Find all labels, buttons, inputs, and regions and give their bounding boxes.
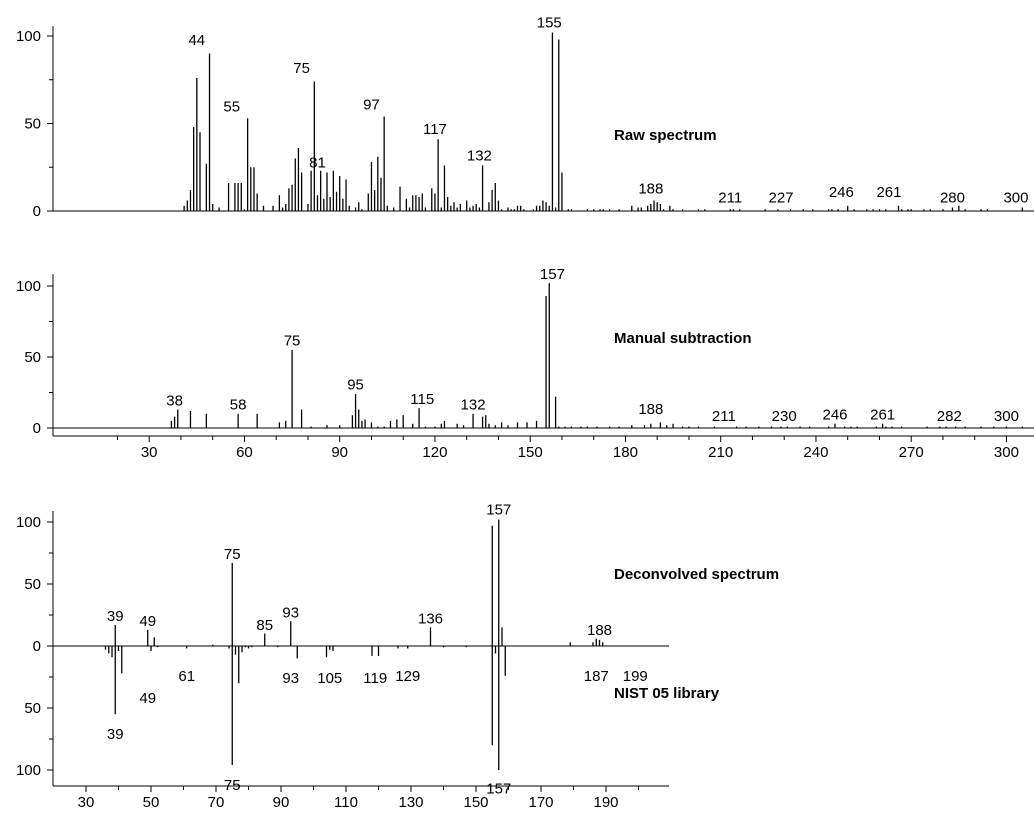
peak-label: 55 — [223, 98, 240, 115]
peak-label: 58 — [230, 397, 247, 414]
peak-label: 261 — [876, 184, 901, 201]
y-tick-label: 100 — [16, 278, 41, 295]
peak-label: 188 — [638, 401, 663, 418]
peak-label: 38 — [166, 392, 183, 409]
y-tick-label: 50 — [24, 576, 41, 593]
peak-label: 81 — [309, 154, 326, 171]
x-tick-label: 170 — [528, 794, 553, 811]
peak-label: 157 — [540, 266, 565, 283]
x-tick-label: 270 — [899, 444, 924, 461]
peak-label: 97 — [363, 97, 380, 114]
x-tick-label: 190 — [593, 794, 618, 811]
y-tick-label: 50 — [24, 349, 41, 366]
x-tick-label: 30 — [78, 794, 95, 811]
y-tick-label: 50 — [24, 700, 41, 717]
peak-label: 199 — [623, 668, 648, 685]
y-tick-label: 0 — [33, 420, 41, 437]
peak-label: 75 — [293, 60, 310, 77]
peak-label: 119 — [363, 670, 387, 687]
y-tick-label: 0 — [33, 638, 41, 655]
peak-label: 105 — [317, 670, 342, 687]
peak-label: 188 — [638, 181, 663, 198]
x-tick-label: 120 — [422, 444, 447, 461]
peak-label: 246 — [829, 184, 854, 201]
peak-label: 246 — [822, 406, 847, 423]
x-tick-label: 70 — [208, 794, 225, 811]
peak-label: 129 — [395, 668, 420, 685]
x-tick-label: 130 — [398, 794, 423, 811]
y-tick-label: 100 — [16, 28, 41, 45]
x-tick-label: 150 — [463, 794, 488, 811]
peak-label: 300 — [1003, 189, 1028, 206]
peak-label: 95 — [347, 377, 364, 394]
x-tick-label: 210 — [708, 444, 733, 461]
peak-label: 49 — [139, 613, 156, 630]
peak-label: 93 — [282, 604, 299, 621]
peak-label: 39 — [107, 608, 124, 625]
y-tick-label: 50 — [24, 116, 41, 133]
peak-label: 157 — [486, 502, 511, 519]
x-tick-label: 90 — [331, 444, 348, 461]
peak-label: 211 — [712, 408, 736, 425]
peak-label: 211 — [718, 189, 742, 206]
x-tick-label: 150 — [518, 444, 543, 461]
y-tick-label: 0 — [33, 203, 41, 220]
x-tick-label: 240 — [803, 444, 828, 461]
panel-title-manual: Manual subtraction — [614, 330, 752, 347]
peak-label: 132 — [467, 147, 492, 164]
peak-label: 261 — [870, 406, 895, 423]
peak-label: 227 — [769, 189, 794, 206]
x-tick-label: 60 — [236, 444, 253, 461]
y-tick-label: 100 — [16, 762, 41, 779]
peak-label: 75 — [224, 777, 241, 794]
panel-deconvolved-spectrum: Deconvolved spectrum NIST 05 library 30 5… — [16, 502, 779, 811]
x-tick-label: 30 — [141, 444, 158, 461]
peak-label: 132 — [461, 397, 486, 414]
peak-label: 280 — [940, 189, 965, 206]
peak-label: 155 — [537, 14, 562, 31]
peak-label: 187 — [584, 668, 609, 685]
peak-label: 85 — [256, 617, 273, 634]
peak-label: 115 — [410, 391, 434, 408]
peak-label: 117 — [423, 121, 447, 138]
peak-label: 75 — [224, 546, 241, 563]
panel-title-nist-library: NIST 05 library — [614, 685, 720, 702]
panel-title-raw: Raw spectrum — [614, 127, 717, 144]
peak-label: 93 — [282, 670, 299, 687]
peak-label: 61 — [178, 668, 195, 685]
x-tick-label: 110 — [334, 794, 358, 811]
peak-label: 157 — [486, 781, 511, 798]
y-tick-label: 100 — [16, 514, 41, 531]
peak-label: 230 — [772, 408, 797, 425]
peak-label: 49 — [139, 690, 156, 707]
x-tick-label: 90 — [273, 794, 290, 811]
panel-raw-spectrum: Raw spectrum 0 50 100 44 55 75 81 97 117 132 155 18… — [16, 14, 1034, 220]
peak-label: 300 — [994, 408, 1019, 425]
peak-label: 282 — [937, 408, 962, 425]
peak-label: 136 — [418, 611, 443, 628]
panel-title-deconvolved: Deconvolved spectrum — [614, 566, 779, 583]
peak-label: 44 — [188, 32, 205, 49]
x-tick-label: 180 — [613, 444, 638, 461]
panel-manual-subtraction: Manual subtraction 30 60 90 120 150 180 210 240… — [16, 266, 1034, 461]
peak-label: 75 — [284, 333, 301, 350]
peak-label: 188 — [587, 622, 612, 639]
x-tick-label: 50 — [143, 794, 160, 811]
x-tick-label: 300 — [994, 444, 1019, 461]
peak-label: 39 — [107, 726, 124, 743]
